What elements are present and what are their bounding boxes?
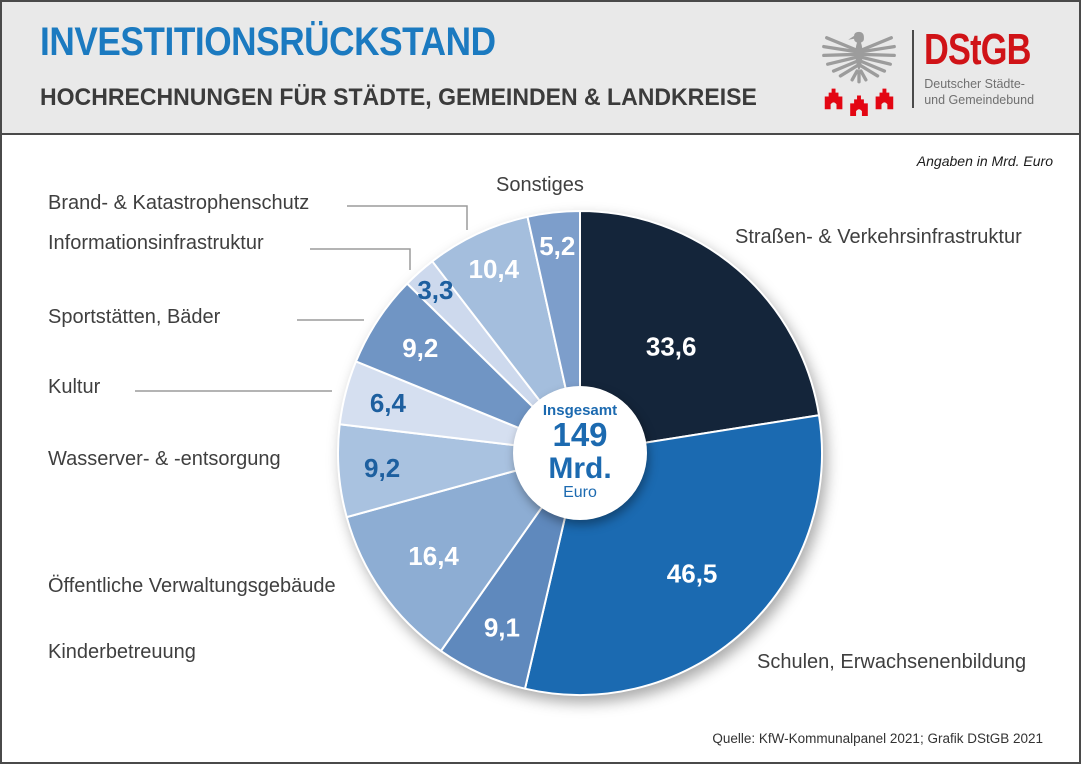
logo-abbreviation: DStGB <box>924 25 1031 74</box>
dstgb-logo: DStGB Deutscher Städte- und Gemeindebund <box>818 28 1061 118</box>
pie-slice <box>579 210 820 454</box>
slice-value-label: 10,4 <box>468 254 519 284</box>
category-label: Straßen- & Verkehrsinfrastruktur <box>735 226 1022 248</box>
category-label: Informationsinfrastruktur <box>48 232 264 254</box>
logo-name: Deutscher Städte- und Gemeindebund <box>924 76 1061 109</box>
total-value: 149 <box>552 416 608 454</box>
page-title: INVESTITIONSRÜCKSTAND <box>40 20 496 64</box>
total-caption: Insgesamt <box>542 402 618 420</box>
slice-value-label: 33,6 <box>646 331 697 361</box>
eagle-body <box>848 31 865 72</box>
leader-line <box>347 205 468 230</box>
slice-value-label: 16,4 <box>408 541 459 571</box>
slice-value-label: 46,5 <box>667 559 718 589</box>
pie-slice <box>431 215 581 454</box>
eagle-and-towers-icon <box>822 31 897 117</box>
logo-name-line1: Deutscher Städte- <box>924 76 1025 91</box>
category-label: Schulen, Erwachsenenbildung <box>757 651 1027 673</box>
page-subtitle: HOCHRECHNUNGEN FÜR STÄDTE, GEMEINDEN & L… <box>40 84 757 111</box>
slice-value-label: 9,2 <box>364 453 400 483</box>
category-label: Sportstätten, Bäder <box>48 306 221 328</box>
pie-slice <box>345 452 581 652</box>
slice-value-label: 6,4 <box>370 388 407 418</box>
total-unit: Mrd. <box>548 451 612 485</box>
leader-line <box>310 248 411 270</box>
header: INVESTITIONSRÜCKSTAND HOCHRECHNUNGEN FÜR… <box>2 2 1079 135</box>
source-credit: Quelle: KfW-Kommunalpanel 2021; Grafik D… <box>712 731 1043 746</box>
logo-name-line2: und Gemeindebund <box>924 92 1035 107</box>
total-currency: Euro <box>563 484 597 502</box>
eagle-icon <box>822 36 897 84</box>
units-note: Angaben in Mrd. Euro <box>916 153 1053 169</box>
logo-divider <box>912 30 915 108</box>
category-label: Wasserver- & -entsorgung <box>48 448 281 470</box>
category-label: Brand- & Katastrophenschutz <box>48 192 310 214</box>
category-label: Sonstiges <box>496 174 584 196</box>
slice-value-label: 9,1 <box>484 613 520 643</box>
logo-text: DStGB Deutscher Städte- und Gemeindebund <box>924 28 1061 108</box>
pie-center-total: Insgesamt 149 Mrd. Euro <box>513 386 647 520</box>
slice-value-label: 5,2 <box>539 231 575 261</box>
slice-value-label: 9,2 <box>402 333 438 363</box>
category-label: Öffentliche Verwaltungsgebäude <box>48 575 336 597</box>
category-label: Kultur <box>48 376 101 398</box>
category-label: Kinderbetreuung <box>48 641 196 663</box>
slice-value-label: 3,3 <box>417 275 453 305</box>
